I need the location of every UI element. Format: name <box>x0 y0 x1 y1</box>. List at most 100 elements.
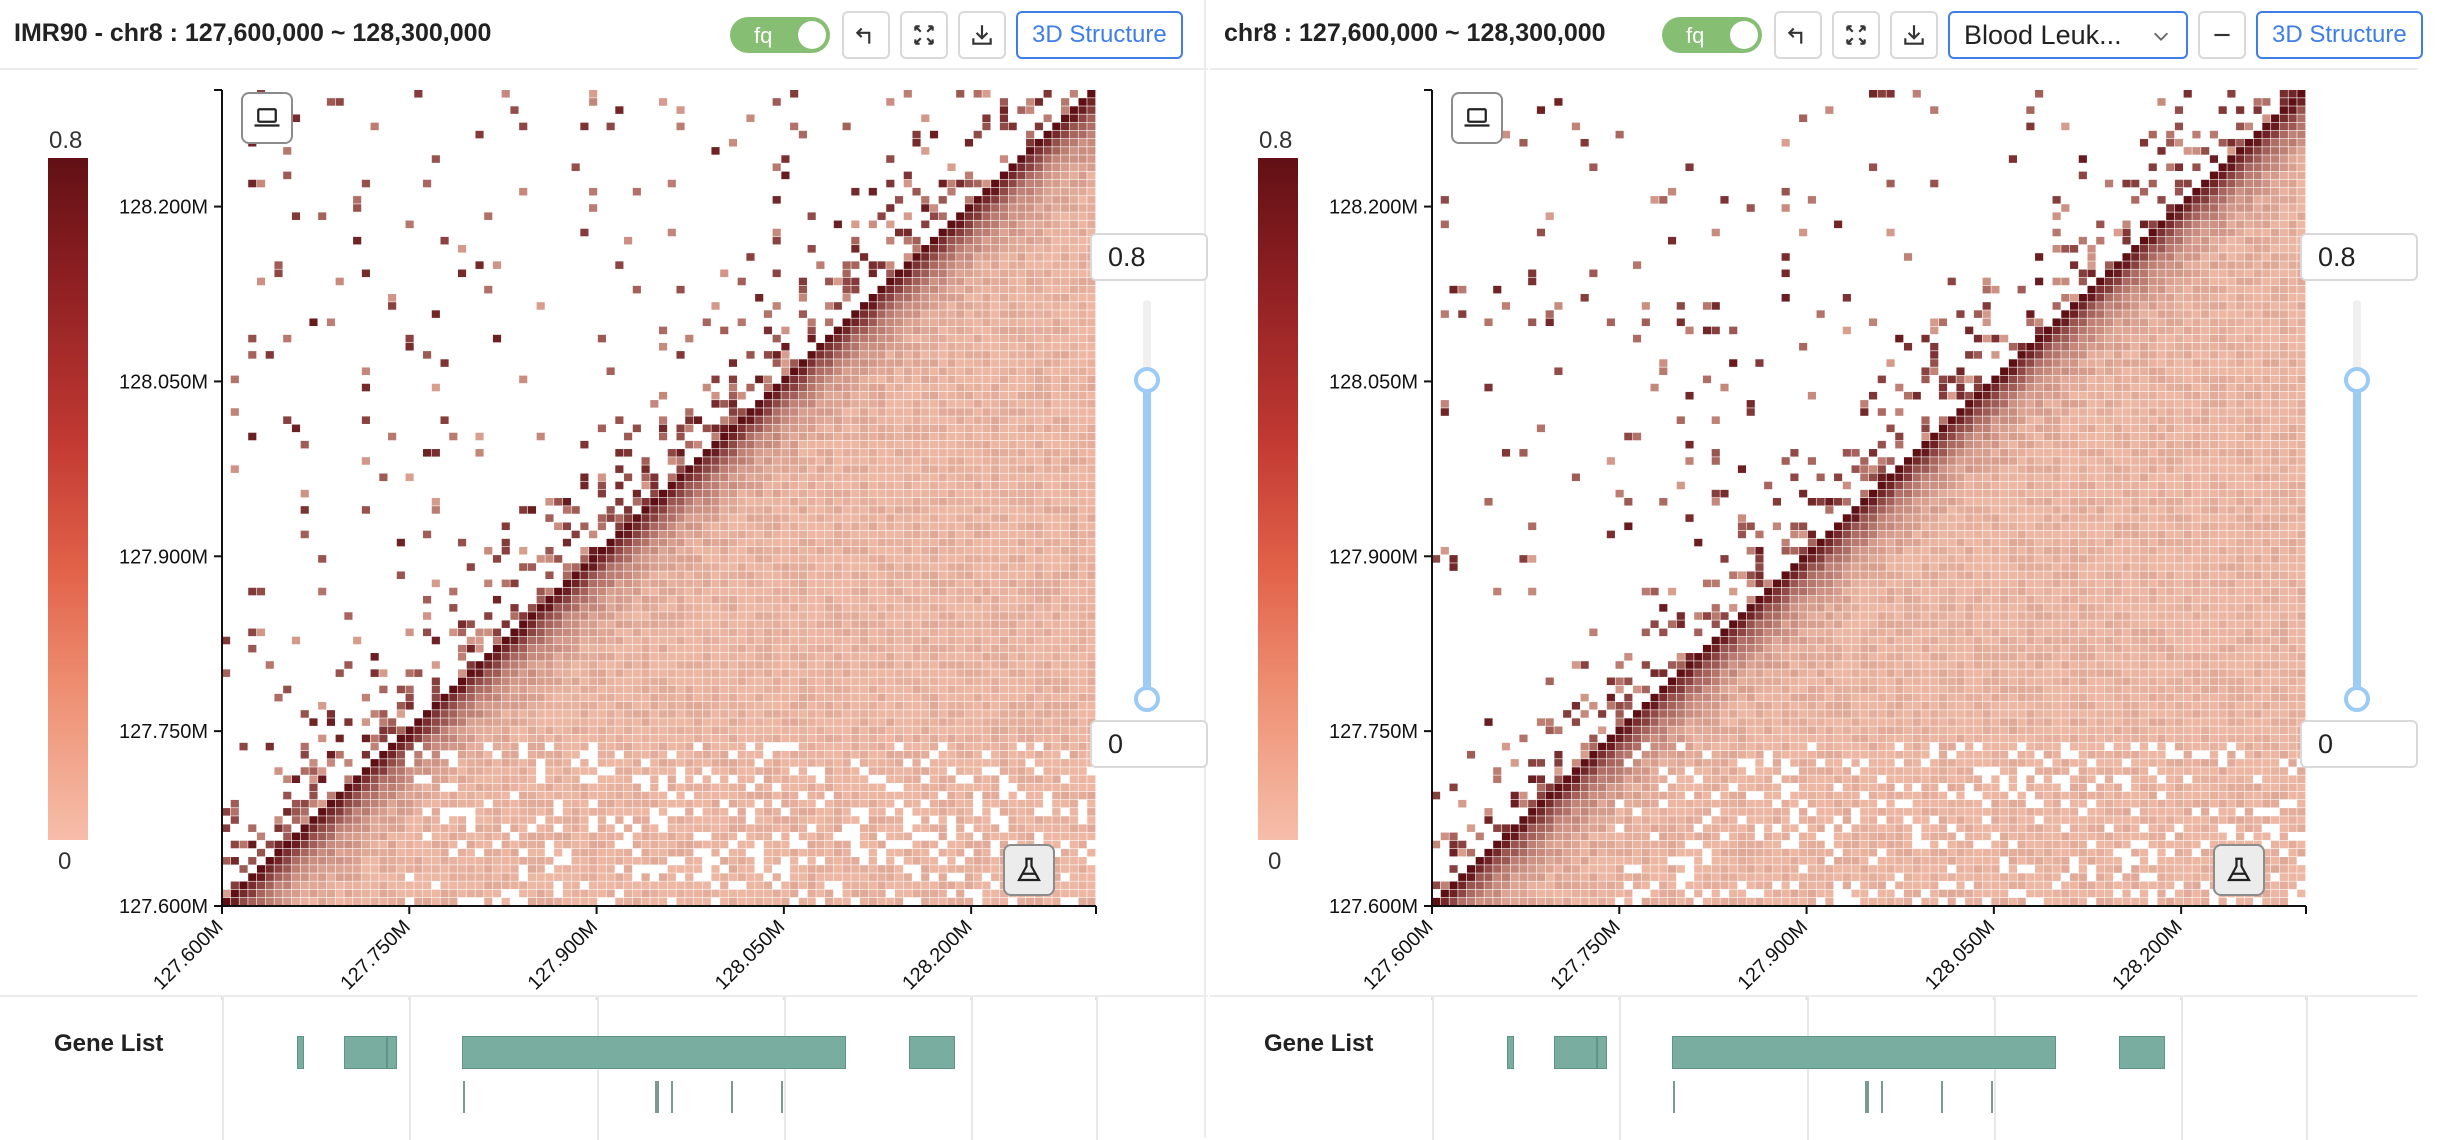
heatmap-cell <box>982 277 991 286</box>
heatmap-cell <box>877 342 886 351</box>
heatmap-cell <box>728 653 738 661</box>
heatmap-cell <box>527 702 537 710</box>
heatmap-cell <box>816 644 825 653</box>
heatmap-cell <box>816 612 825 620</box>
left-fullscreen-button[interactable] <box>900 11 948 59</box>
heatmap-cell <box>440 865 449 873</box>
heatmap-cell <box>921 400 930 408</box>
heatmap-cell <box>1017 424 1026 433</box>
heatmap-cell <box>947 245 956 253</box>
heatmap-cell <box>361 840 370 849</box>
heatmap-cell <box>982 644 991 653</box>
heatmap-cell <box>929 391 939 400</box>
heatmap-cell <box>492 816 502 824</box>
heatmap-cell <box>886 840 895 849</box>
heatmap-cell <box>431 661 440 669</box>
left-fq-toggle[interactable]: fq <box>730 17 830 53</box>
heatmap-cell <box>1034 391 1043 400</box>
heatmap-cell <box>571 816 580 824</box>
heatmap-cell <box>291 873 301 881</box>
heatmap-cell <box>964 171 974 180</box>
heatmap-cell <box>999 155 1008 163</box>
heatmap-cell <box>554 816 563 824</box>
heatmap-cell <box>545 865 554 873</box>
heatmap-cell <box>973 653 982 661</box>
heatmap-cell <box>1008 604 1017 612</box>
heatmap-cell <box>929 400 939 408</box>
heatmap-cell <box>632 897 641 906</box>
heatmap-cell <box>431 155 440 163</box>
heatmap-cell <box>973 767 982 775</box>
heatmap-cell <box>982 212 991 220</box>
heatmap-cell <box>676 489 685 498</box>
heatmap-cell <box>423 816 432 824</box>
heatmap-cell <box>894 767 904 775</box>
heatmap-cell <box>536 808 545 816</box>
heatmap-cell <box>929 661 939 669</box>
heatmap-cell <box>300 506 309 514</box>
heatmap-cell <box>1026 187 1035 196</box>
heatmap-cell <box>851 245 860 253</box>
heatmap-cell <box>903 840 912 849</box>
heatmap-cell <box>676 685 685 694</box>
heatmap-cell <box>466 710 475 718</box>
left-heatmap-chart[interactable]: 127.600M127.750M127.900M128.050M128.200M… <box>0 0 1208 1000</box>
heatmap-cell <box>929 865 939 873</box>
heatmap-cell <box>449 693 458 702</box>
heatmap-cell <box>868 604 877 612</box>
heatmap-cell <box>641 546 650 555</box>
heatmap-cell <box>964 416 974 424</box>
heatmap-cell <box>309 718 318 726</box>
heatmap-cell <box>457 245 467 253</box>
heatmap-cell <box>449 840 458 849</box>
heatmap-cell <box>318 848 327 857</box>
heatmap-cell <box>973 677 982 686</box>
heatmap-cell <box>929 612 939 620</box>
heatmap-cell <box>711 546 720 555</box>
left-undo-button[interactable] <box>842 11 890 59</box>
heatmap-cell <box>894 563 904 571</box>
heatmap-cell <box>702 889 711 898</box>
heatmap-cell <box>589 775 598 783</box>
heatmap-cell <box>851 775 860 783</box>
heatmap-cell <box>659 522 668 531</box>
heatmap-cell <box>999 677 1008 686</box>
heatmap-cell <box>1034 718 1043 726</box>
heatmap-cell <box>650 775 659 783</box>
heatmap-cell <box>1034 702 1043 710</box>
heatmap-cell <box>344 832 353 841</box>
heatmap-cell <box>912 653 921 661</box>
heatmap-cell <box>1026 783 1035 792</box>
left-download-button[interactable] <box>958 11 1006 59</box>
heatmap-cell <box>921 498 930 506</box>
heatmap-cell <box>720 693 729 702</box>
heatmap-cell <box>842 546 851 555</box>
heatmap-cell <box>781 473 790 482</box>
heatmap-cell <box>973 799 982 808</box>
heatmap-cell <box>851 318 860 327</box>
heatmap-cell <box>851 767 860 775</box>
heatmap-cell <box>772 408 781 416</box>
heatmap-cell <box>999 693 1008 702</box>
heatmap-cell <box>554 628 563 637</box>
heatmap-cell <box>632 799 641 808</box>
heatmap-cell <box>545 840 554 849</box>
heatmap-cell <box>650 571 659 579</box>
heatmap-cell <box>659 612 668 620</box>
heatmap-cell <box>326 816 336 824</box>
left-3d-structure-button[interactable]: 3D Structure <box>1016 11 1183 59</box>
heatmap-cell <box>1026 799 1035 808</box>
heatmap-cell <box>606 840 615 849</box>
heatmap-cell <box>720 775 729 783</box>
heatmap-cell <box>562 579 571 588</box>
heatmap-cell <box>615 538 624 547</box>
heatmap-cell <box>781 155 790 163</box>
heatmap-cell <box>475 693 484 702</box>
heatmap-cell <box>449 824 458 832</box>
heatmap-cell <box>536 759 545 767</box>
heatmap-cell <box>772 579 781 588</box>
heatmap-cell <box>431 824 440 832</box>
heatmap-cell <box>982 685 991 694</box>
heatmap-cell <box>650 514 659 522</box>
heatmap-cell <box>737 604 746 612</box>
